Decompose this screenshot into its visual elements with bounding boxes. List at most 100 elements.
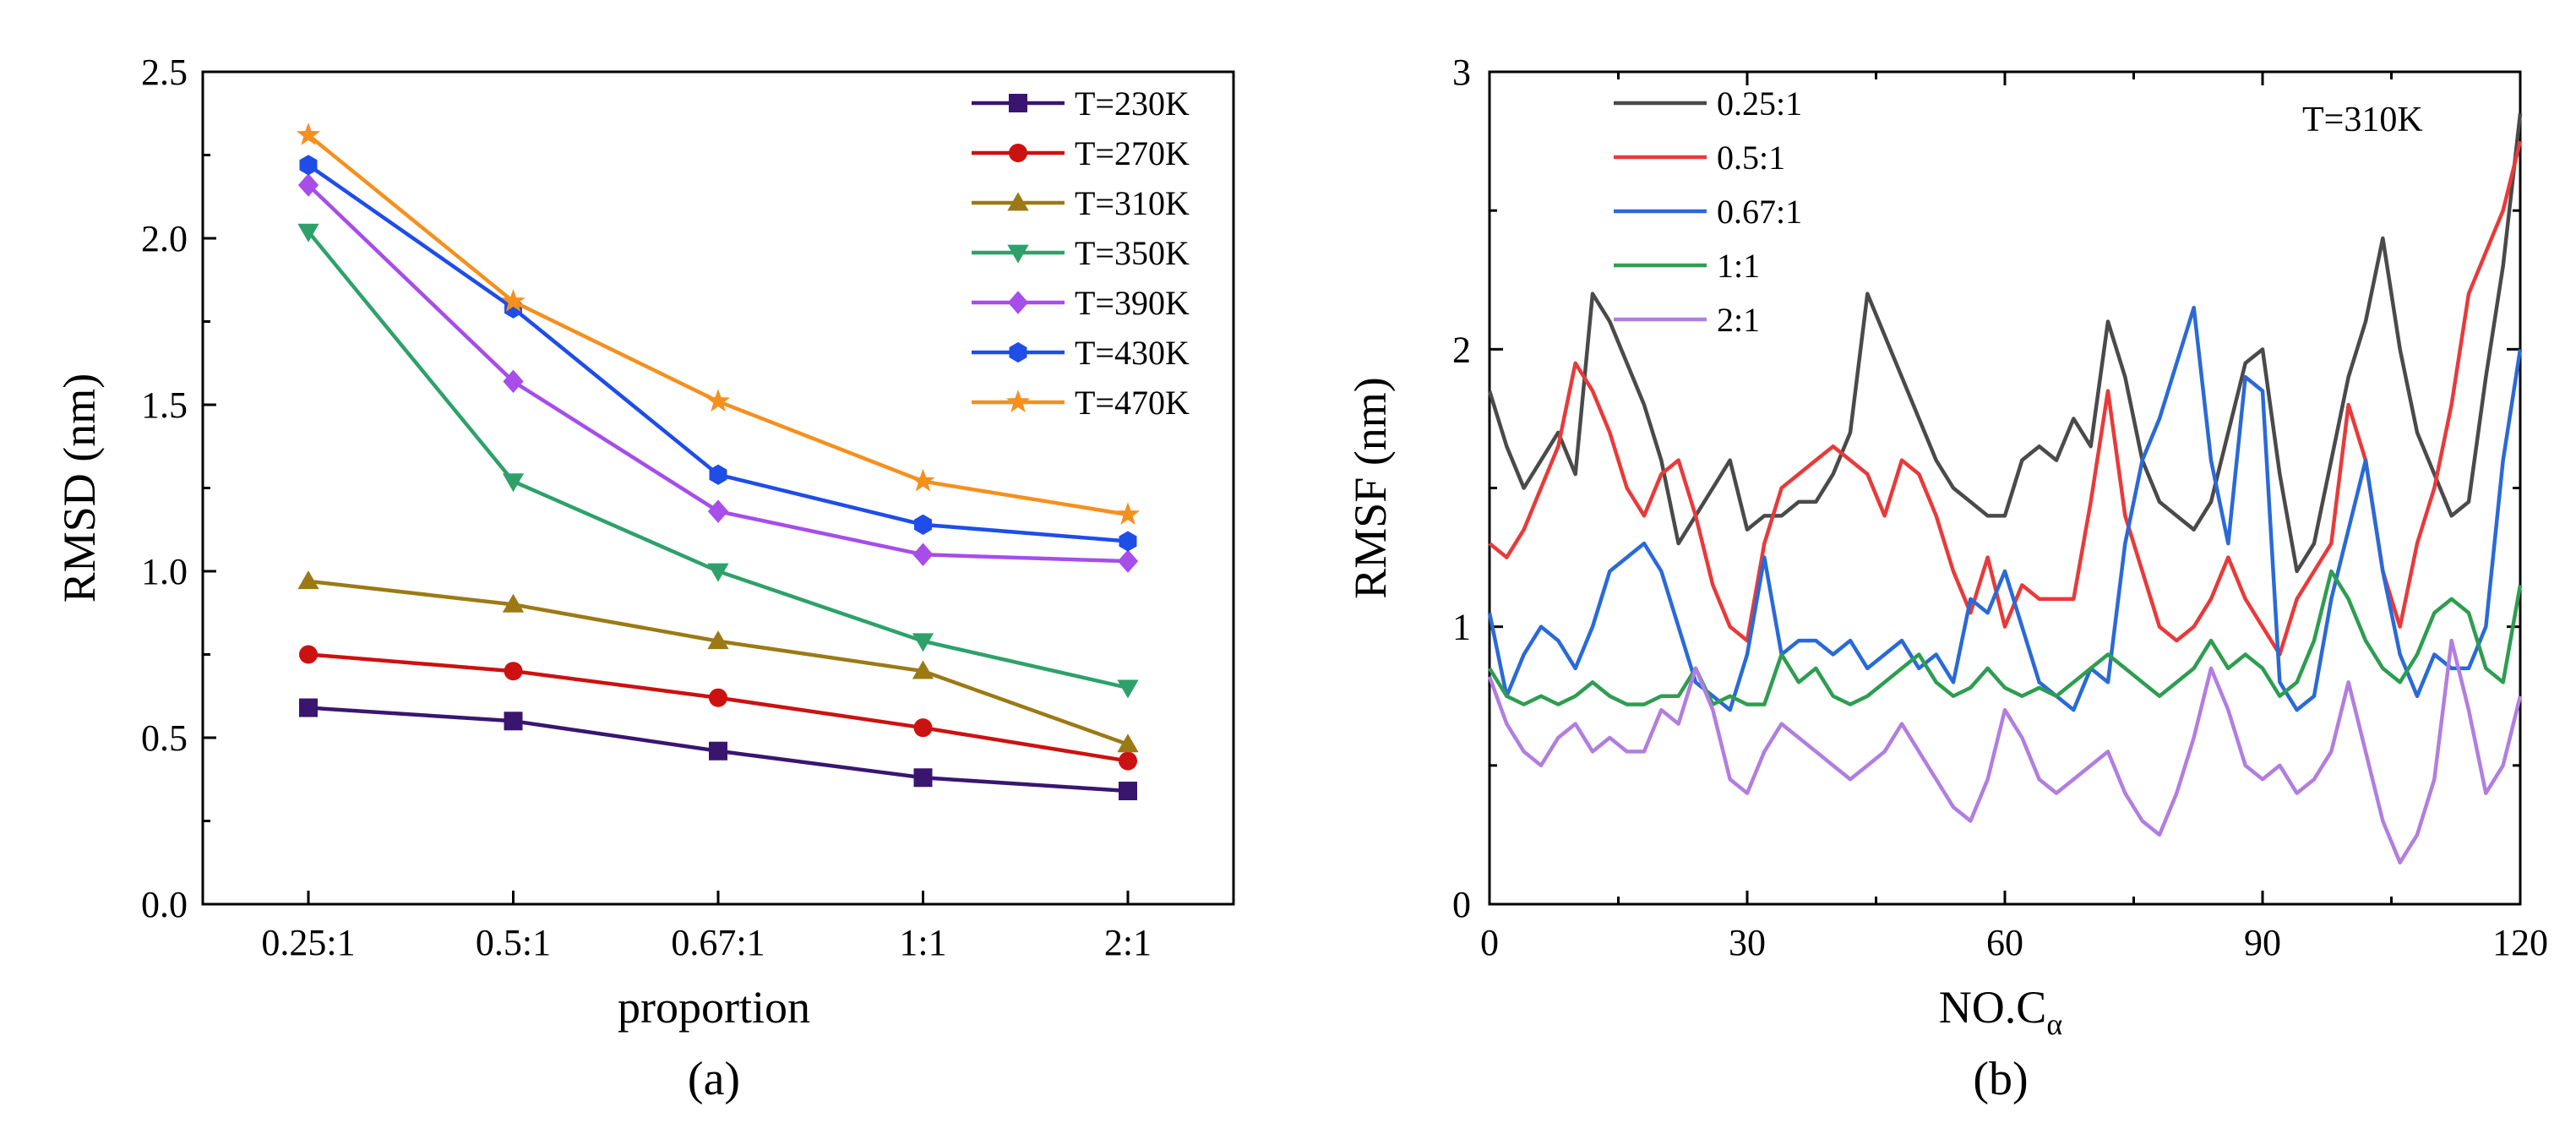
panel-a-legend-label: T=270K (1075, 134, 1190, 172)
panel-b-series-line-0.25:1 (1487, 112, 2523, 574)
panel-a-data-point (297, 223, 319, 243)
panel-a-legend-item: T=350K (972, 234, 1190, 272)
panel-b-y-tick-label: 0 (1452, 884, 1471, 925)
panel-a-label: (a) (688, 1053, 740, 1105)
panel-a-legend-item: T=390K (972, 284, 1190, 322)
panel-a-legend: T=230K T=270K T=310K T=350K T=390K T=430K T=47… (972, 85, 1190, 422)
panel-a-series-line (307, 230, 1129, 690)
panel-a-data-point (299, 155, 318, 176)
panel-a-data-point (707, 630, 729, 650)
panel-b-legend-label: 2:1 (1717, 301, 1760, 339)
panel-a-legend-marker (1009, 94, 1027, 112)
panel-a-data-point (912, 660, 934, 679)
panel-a-data-point (299, 698, 318, 717)
panel-b-legend-label: 0.5:1 (1717, 139, 1785, 177)
panel-a-y-tick-label: 0.0 (141, 884, 188, 925)
panel-b-x-tick-label: 90 (2244, 922, 2281, 963)
panel-a-data-point (502, 473, 525, 493)
panel-a-data-point (503, 369, 524, 394)
panel-a-legend-item: T=230K (972, 85, 1190, 123)
panel-b-legend-item: 2:1 (1614, 301, 1760, 339)
panel-a-data-point (912, 543, 934, 567)
panel-a-legend-marker (1009, 341, 1027, 363)
panel-a-data-point (914, 514, 932, 535)
panel-a-legend-marker (1007, 244, 1029, 264)
panel-a-data-point (1119, 751, 1137, 771)
panel-a-series (296, 123, 1141, 801)
panel-a-legend-item: T=470K (972, 384, 1190, 422)
panel-a-series-T=270K (299, 645, 1137, 771)
panel-a-data-point (1115, 502, 1141, 526)
panel-a-x-tick-label: 0.5:1 (476, 922, 551, 963)
panel-a-data-point (705, 389, 731, 412)
panel-a-data-point (299, 645, 318, 664)
panel-b-x-tick-label: 120 (2492, 922, 2548, 963)
panel-a-data-point (709, 741, 727, 761)
panel-b-legend-item: 1:1 (1614, 247, 1760, 285)
panel-a-data-point (911, 468, 935, 492)
panel-a-data-point (1119, 782, 1137, 801)
panel-b-series-line-2:1 (1487, 638, 2523, 864)
panel-a-data-point (1119, 531, 1137, 552)
panel-b-x-axis-title-subscript: α (2046, 1007, 2062, 1041)
panel-a-series-T=350K (297, 223, 1139, 699)
panel-a-legend-label: T=310K (1075, 184, 1190, 222)
panel-b-legend-item: 0.67:1 (1614, 193, 1802, 231)
panel-a-x-axis-title: proportion (618, 982, 810, 1033)
panel-a-data-point (912, 633, 934, 652)
panel-a-data-point (504, 662, 523, 681)
panel-a-data-point (502, 593, 525, 613)
panel-a-y-tick-label: 2.5 (141, 52, 188, 93)
panel-a-data-point (1117, 679, 1139, 699)
panel-a-legend-item: T=430K (972, 334, 1190, 372)
panel-a-legend-label: T=350K (1075, 234, 1190, 272)
panel-a-data-point (297, 173, 319, 197)
panel-a-rmsd: 0.0 0.5 1.0 1.5 2.0 2.5 0.25:1 0.5:1 0.67:1 1:1 2:… (54, 52, 1235, 1105)
panel-a-legend-label: T=470K (1075, 384, 1190, 422)
panel-a-x-tick-label: 2:1 (1104, 922, 1152, 963)
panel-a-data-point (504, 712, 523, 731)
panel-b-x-axis-title-main: NO.C (1939, 982, 2047, 1033)
panel-a-data-point (296, 123, 321, 145)
panel-a-legend-label: T=430K (1075, 334, 1190, 372)
panel-a-y-tick-label: 1.0 (141, 551, 188, 592)
panel-b-y-tick-label: 3 (1452, 52, 1471, 93)
panel-a-y-axis-title: RMSD (nm) (54, 373, 105, 603)
panel-a-y-tick-label: 2.0 (141, 218, 188, 259)
panel-a-x-tick-label: 0.25:1 (261, 922, 355, 963)
panel-b-legend-label: 1:1 (1717, 247, 1760, 285)
panel-a-legend-item: T=310K (972, 184, 1190, 222)
panel-a-data-point (709, 464, 727, 485)
panel-a-legend-marker (1007, 192, 1029, 211)
panel-a-data-point (297, 570, 319, 590)
panel-b-series-line-1:1 (1488, 569, 2523, 706)
panel-b-frame (1488, 70, 2522, 906)
panel-a-y-tick-label: 0.5 (141, 717, 188, 759)
panel-a-data-point (707, 499, 729, 523)
panel-b-legend-item: 0.5:1 (1614, 139, 1785, 177)
panel-b-y-tick-label: 2 (1452, 329, 1471, 370)
panel-b-x-tick-label: 60 (1986, 922, 2023, 963)
panel-a-series-T=470K (296, 123, 1141, 526)
panel-b-legend-label: 0.67:1 (1717, 193, 1802, 231)
panel-a-series-T=390K (297, 173, 1139, 573)
panel-a-legend-marker (1009, 144, 1027, 162)
panel-b-label: (b) (1973, 1053, 2028, 1105)
panel-a-data-point (913, 718, 933, 738)
panel-a-series-T=230K (299, 698, 1137, 801)
panel-b-x-tick-label: 0 (1480, 922, 1499, 963)
panel-b-y-axis-title: RMSF (nm) (1345, 377, 1396, 599)
panel-b-y-tick-label: 1 (1452, 607, 1471, 648)
panel-b-legend-label: 0.25:1 (1717, 85, 1802, 123)
panel-b-x-tick-label: 30 (1729, 922, 1766, 963)
panel-b-series-line-0.67:1 (1487, 305, 2523, 712)
panel-b-series (1487, 112, 2523, 864)
panel-a-series-T=310K (297, 570, 1139, 753)
panel-a-series-line (307, 134, 1129, 517)
panel-a-legend-marker (1005, 390, 1031, 413)
panel-a-axes: 0.0 0.5 1.0 1.5 2.0 2.5 0.25:1 0.5:1 0.67:1 1:1 2:… (141, 52, 1152, 963)
panel-b-temperature-annotation: T=310K (2302, 101, 2423, 139)
